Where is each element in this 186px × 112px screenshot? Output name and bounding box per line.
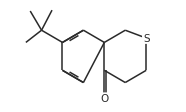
- Text: O: O: [100, 93, 108, 103]
- Text: S: S: [143, 34, 150, 44]
